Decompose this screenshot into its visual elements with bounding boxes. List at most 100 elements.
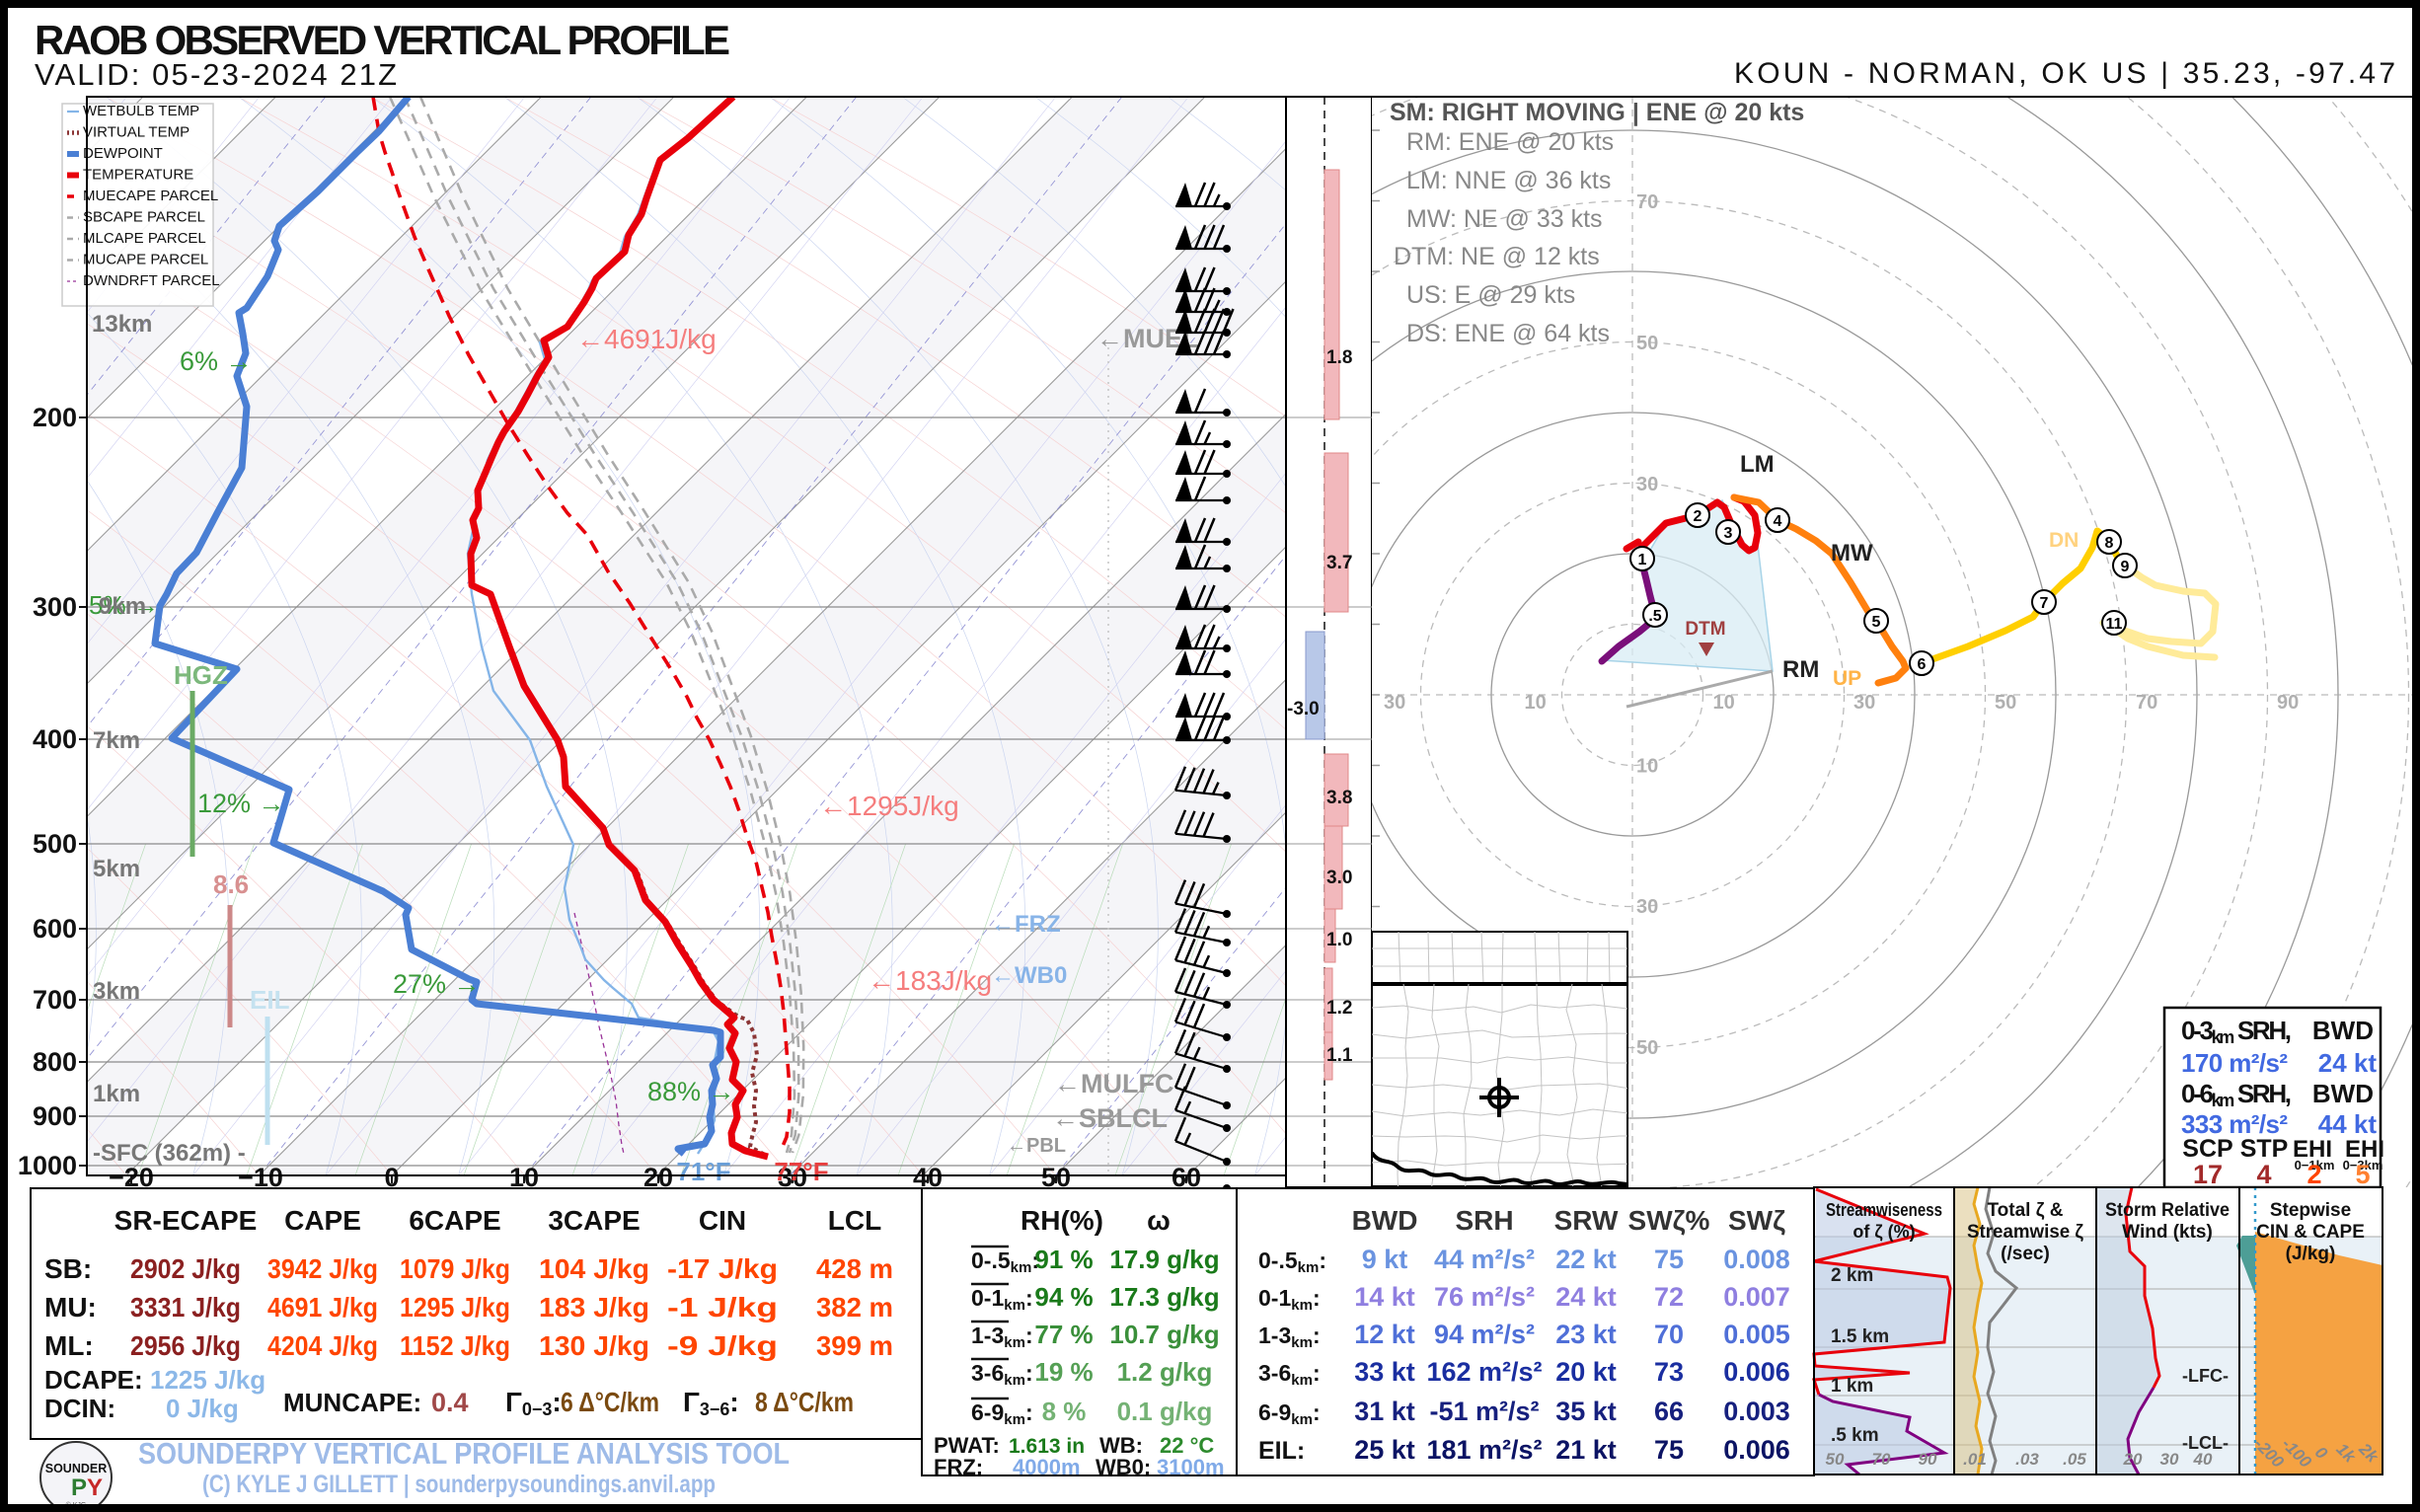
svg-text:1000: 1000 — [18, 1151, 77, 1180]
svg-text:6 Δ°C/km: 6 Δ°C/km — [561, 1387, 659, 1417]
svg-text:10.7 g/kg: 10.7 g/kg — [1109, 1320, 1219, 1349]
svg-text:9: 9 — [2121, 559, 2130, 575]
svg-text:94 %: 94 % — [1034, 1282, 1093, 1312]
svg-text:20: 20 — [2123, 1450, 2143, 1469]
svg-text:1295 J/kg: 1295 J/kg — [400, 1292, 510, 1323]
svg-text:MUNCAPE:: MUNCAPE: — [283, 1388, 421, 1417]
svg-text:RAOB OBSERVED VERTICAL PROFILE: RAOB OBSERVED VERTICAL PROFILE — [35, 17, 730, 63]
svg-text:382 m: 382 m — [816, 1292, 893, 1323]
svg-text:2902 J/kg: 2902 J/kg — [130, 1253, 241, 1284]
svg-text:22 kt: 22 kt — [1555, 1245, 1617, 1274]
svg-text:WB0:: WB0: — [1096, 1455, 1151, 1479]
svg-text:1152 J/kg: 1152 J/kg — [400, 1330, 510, 1361]
svg-text:900: 900 — [33, 1101, 77, 1131]
svg-text:8.6: 8.6 — [213, 869, 249, 899]
svg-text:DCIN:: DCIN: — [44, 1394, 115, 1423]
svg-text:30: 30 — [1636, 474, 1658, 495]
svg-text:Streamwiseness: Streamwiseness — [1826, 1200, 1942, 1220]
svg-text:181 m²/s²: 181 m²/s² — [1426, 1435, 1542, 1465]
svg-text:31 kt: 31 kt — [1354, 1397, 1415, 1426]
svg-text:.03: .03 — [2015, 1450, 2039, 1469]
svg-text:800: 800 — [33, 1047, 77, 1077]
svg-text:DWNDRFT PARCEL: DWNDRFT PARCEL — [83, 272, 220, 289]
svg-text:DS: ENE @ 64 kts: DS: ENE @ 64 kts — [1406, 320, 1610, 347]
svg-text:5km: 5km — [93, 856, 140, 882]
svg-text:20 kt: 20 kt — [1555, 1357, 1617, 1387]
svg-text:333 m²/s²: 333 m²/s² — [2181, 1109, 2288, 1139]
svg-text:30: 30 — [1853, 692, 1875, 714]
svg-text:FRZ:: FRZ: — [934, 1455, 983, 1479]
svg-text:5: 5 — [1872, 614, 1881, 631]
svg-text:1.8: 1.8 — [1326, 347, 1352, 368]
svg-text:30: 30 — [2160, 1450, 2179, 1469]
svg-text:MW: NE @ 33 kts: MW: NE @ 33 kts — [1406, 205, 1603, 233]
svg-text:3.0: 3.0 — [1326, 868, 1352, 888]
svg-text:50: 50 — [1826, 1450, 1845, 1469]
svg-text:21 kt: 21 kt — [1555, 1435, 1617, 1465]
svg-text:0.006: 0.006 — [1723, 1435, 1790, 1465]
svg-text:4: 4 — [2256, 1160, 2271, 1189]
svg-text:TEMPERATURE: TEMPERATURE — [83, 167, 193, 184]
svg-text:3km: 3km — [93, 978, 140, 1005]
svg-text:HGZ: HGZ — [174, 660, 228, 690]
svg-text:VIRTUAL TEMP: VIRTUAL TEMP — [83, 124, 189, 141]
svg-text:1.5 km: 1.5 km — [1831, 1326, 1889, 1347]
svg-text:700: 700 — [33, 985, 77, 1015]
svg-text:LM: LM — [1740, 451, 1775, 478]
svg-text:BWD: BWD — [2312, 1016, 2374, 1045]
svg-text:183 J/kg: 183 J/kg — [539, 1292, 649, 1323]
svg-text:1225 J/kg: 1225 J/kg — [150, 1365, 265, 1395]
svg-text:Stepwise: Stepwise — [2270, 1200, 2351, 1221]
svg-text:CIN & CAPE: CIN & CAPE — [2256, 1222, 2365, 1243]
svg-text:3942 J/kg: 3942 J/kg — [267, 1253, 378, 1284]
svg-text:-1 J/kg: -1 J/kg — [667, 1292, 778, 1323]
svg-text:40: 40 — [2193, 1450, 2213, 1469]
svg-text:2 km: 2 km — [1831, 1265, 1873, 1286]
svg-text:0.4: 0.4 — [431, 1388, 469, 1417]
svg-text:←MULFC: ←MULFC — [1054, 1069, 1173, 1098]
svg-text:3: 3 — [1724, 525, 1733, 542]
svg-text:73: 73 — [1654, 1357, 1684, 1387]
svg-text:400: 400 — [33, 724, 77, 754]
svg-text:EIL:: EIL: — [1258, 1437, 1305, 1465]
svg-text:8 Δ°C/km: 8 Δ°C/km — [755, 1387, 854, 1417]
svg-text:WB:: WB: — [1099, 1433, 1143, 1458]
svg-text:75: 75 — [1654, 1245, 1684, 1274]
svg-text:0.008: 0.008 — [1723, 1245, 1790, 1274]
svg-text:MLCAPE PARCEL: MLCAPE PARCEL — [83, 230, 206, 247]
svg-text:11: 11 — [2106, 616, 2123, 633]
svg-text:17.9 g/kg: 17.9 g/kg — [1109, 1245, 1219, 1274]
svg-text:0.006: 0.006 — [1723, 1357, 1790, 1387]
svg-text:33 kt: 33 kt — [1354, 1357, 1415, 1387]
svg-text:50: 50 — [1636, 1037, 1658, 1059]
svg-text:(/sec): (/sec) — [2001, 1244, 2050, 1264]
svg-text:91 %: 91 % — [1034, 1245, 1093, 1274]
svg-text:STP: STP — [2240, 1135, 2289, 1163]
svg-text:162 m²/s²: 162 m²/s² — [1426, 1357, 1542, 1387]
svg-text:Γ0−3:: Γ0−3: — [505, 1387, 562, 1419]
svg-text:1km: 1km — [93, 1081, 140, 1107]
svg-text:44 kt: 44 kt — [2318, 1109, 2378, 1139]
svg-text:.5: .5 — [1648, 608, 1661, 625]
svg-text:-9 J/kg: -9 J/kg — [667, 1330, 778, 1361]
svg-text:10: 10 — [1713, 692, 1735, 714]
svg-text:Wind (kts): Wind (kts) — [2122, 1222, 2213, 1243]
svg-text:24 kt: 24 kt — [1555, 1282, 1617, 1312]
svg-text:2956 J/kg: 2956 J/kg — [130, 1330, 241, 1361]
svg-text:1.2 g/kg: 1.2 g/kg — [1117, 1357, 1213, 1387]
svg-text:130 J/kg: 130 J/kg — [539, 1330, 649, 1361]
svg-text:70: 70 — [1872, 1450, 1891, 1469]
svg-text:12 kt: 12 kt — [1354, 1320, 1415, 1349]
svg-text:23 kt: 23 kt — [1555, 1320, 1617, 1349]
svg-text:600: 600 — [33, 914, 77, 944]
svg-text:DTM: DTM — [1685, 619, 1725, 640]
svg-text:0.005: 0.005 — [1723, 1320, 1790, 1349]
svg-text:19 %: 19 % — [1034, 1357, 1093, 1387]
svg-text:90: 90 — [1919, 1450, 1937, 1469]
svg-text:SCP: SCP — [2182, 1135, 2232, 1163]
svg-text:EIL: EIL — [250, 985, 290, 1015]
svg-text:SOUNDER: SOUNDER — [45, 1462, 108, 1475]
svg-text:3CAPE: 3CAPE — [548, 1205, 640, 1236]
svg-text:6% →: 6% → — [180, 346, 253, 376]
svg-text:←SBLCL: ←SBLCL — [1052, 1103, 1168, 1133]
